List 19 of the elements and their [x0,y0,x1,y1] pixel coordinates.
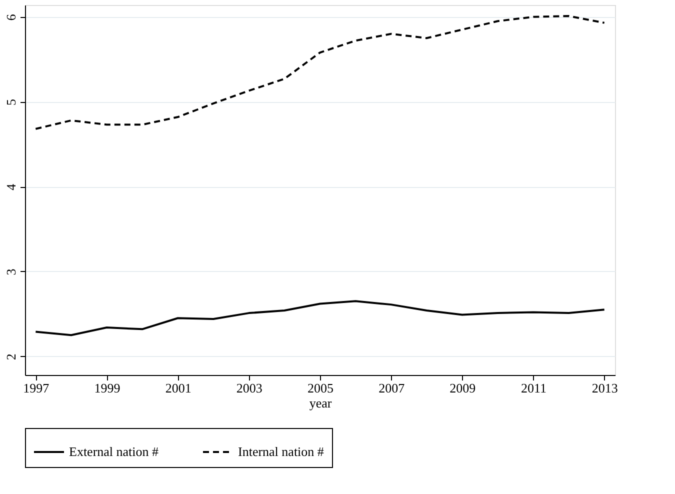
x-tick-label: 2009 [450,380,476,396]
line-series [34,300,606,336]
x-tick-label: 1999 [94,380,120,396]
x-tick-label: 2013 [592,380,618,396]
x-tick-label: 2005 [308,380,334,396]
y-tick-label: 4 [4,183,18,190]
x-tick-label: 2007 [378,380,406,396]
y-tick-label: 5 [4,98,18,106]
legend-label: External nation # [69,444,160,459]
legend-label: Internal nation # [238,444,324,459]
y-tick-label: 3 [4,268,18,276]
x-tick-label: 1997 [23,380,50,396]
y-tick-label: 6 [4,14,18,21]
line-series [34,15,606,130]
x-tick-label: 2001 [165,380,192,396]
x-axis-title: year [309,396,332,410]
x-tick-label: 2003 [236,380,262,396]
y-tick-label: 2 [4,354,18,360]
x-tick-label: 2011 [520,380,547,396]
